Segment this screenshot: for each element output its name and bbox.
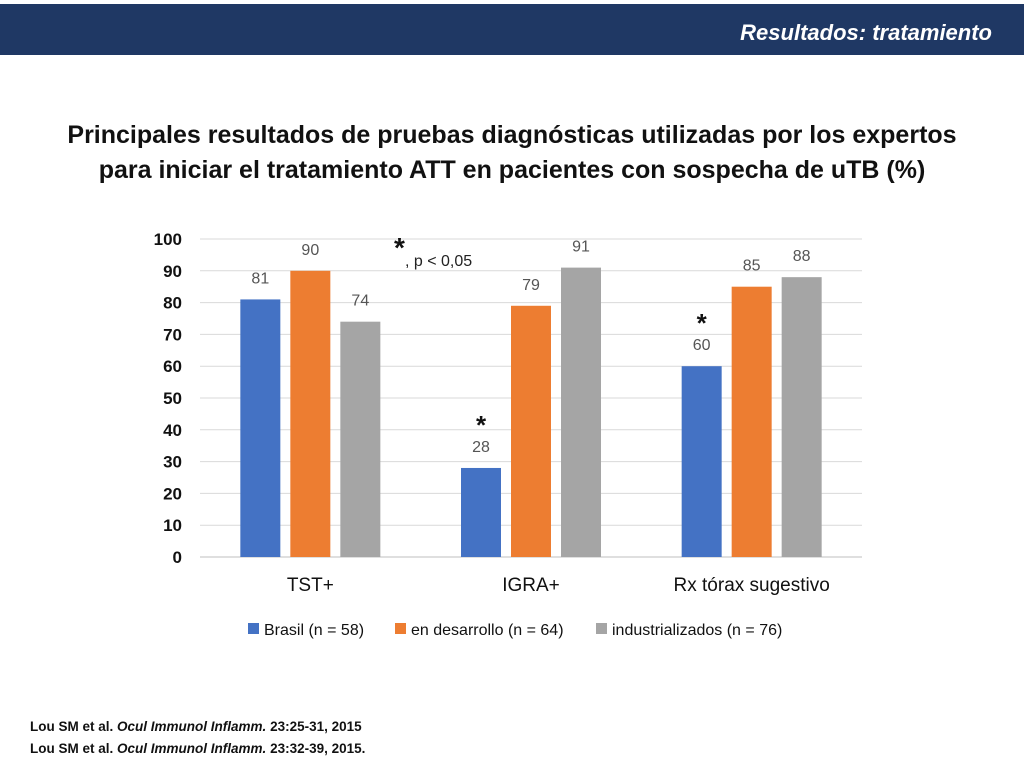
chart-title: Principales resultados de pruebas diagnó… [0, 118, 1024, 188]
y-tick-label: 0 [173, 548, 182, 567]
header-banner: Resultados: tratamiento [0, 4, 1024, 55]
bar-data-label: 90 [301, 242, 319, 259]
reference-journal: Ocul Immunol Inflamm. [117, 741, 267, 756]
bar-data-label: 91 [572, 239, 590, 256]
y-tick-label: 50 [163, 389, 182, 408]
y-tick-label: 80 [163, 294, 182, 313]
bar [290, 270, 331, 557]
y-axis-tick-labels: 0 10 20 30 40 50 60 70 80 90 100 [154, 230, 182, 567]
bar [681, 366, 722, 557]
legend-swatch [395, 623, 406, 634]
y-tick-label: 30 [163, 453, 182, 472]
section-title: Resultados: tratamiento [740, 20, 992, 45]
legend-label: Brasil (n = 58) [264, 622, 364, 639]
bar-data-label: 28 [472, 439, 490, 456]
y-tick-label: 100 [154, 230, 182, 249]
y-tick-label: 40 [163, 421, 182, 440]
chart-legend: Brasil (n = 58) en desarrollo (n = 64) ind… [248, 622, 782, 639]
x-axis-category-labels: TST+ IGRA+ Rx tórax sugestivo [287, 575, 830, 596]
significance-asterisk: * [394, 232, 405, 263]
bar-data-label: 74 [351, 293, 369, 310]
bar [240, 299, 281, 557]
bar [511, 305, 551, 557]
bar-data-label: 81 [251, 270, 269, 287]
bar [561, 267, 601, 557]
legend-label: en desarrollo (n = 64) [411, 622, 564, 639]
reference-journal: Ocul Immunol Inflamm. [117, 719, 267, 734]
significance-asterisk: * [697, 308, 708, 338]
bar [340, 321, 381, 557]
reference-authors: Lou SM et al. [30, 719, 114, 734]
x-category-label: Rx tórax sugestivo [674, 575, 830, 596]
significance-asterisk: * [476, 410, 487, 440]
y-tick-label: 70 [163, 325, 182, 344]
reference-1: Lou SM et al. Ocul Immunol Inflamm. 23:2… [30, 716, 365, 738]
y-tick-label: 60 [163, 357, 182, 376]
bar-data-label: 85 [743, 258, 761, 275]
reference-2: Lou SM et al. Ocul Immunol Inflamm. 23:3… [30, 738, 365, 760]
bar-data-label: 88 [793, 248, 811, 265]
legend-swatch [596, 623, 607, 634]
bar [731, 286, 772, 557]
chart-title-line-2: para iniciar el tratamiento ATT en pacie… [98, 156, 926, 184]
bar-data-label: 60 [693, 337, 711, 354]
x-category-label: TST+ [287, 575, 334, 596]
bar-data-label: 79 [522, 277, 540, 294]
bar [461, 467, 501, 557]
significance-text: , p < 0,05 [405, 253, 472, 270]
bar [781, 277, 822, 557]
reference-details: 23:25-31, 2015 [270, 719, 362, 734]
x-category-label: IGRA+ [502, 575, 560, 596]
reference-authors: Lou SM et al. [30, 741, 114, 756]
reference-details: 23:32-39, 2015. [270, 741, 366, 756]
references: Lou SM et al. Ocul Immunol Inflamm. 23:2… [30, 716, 365, 760]
legend-label: industrializados (n = 76) [612, 622, 782, 639]
chart-title-line-1: Principales resultados de pruebas diagnó… [67, 121, 957, 149]
significance-note: * , p < 0,05 [394, 232, 472, 270]
y-tick-label: 90 [163, 262, 182, 281]
y-tick-label: 20 [163, 484, 182, 503]
y-tick-label: 10 [163, 516, 182, 535]
legend-swatch [248, 623, 259, 634]
